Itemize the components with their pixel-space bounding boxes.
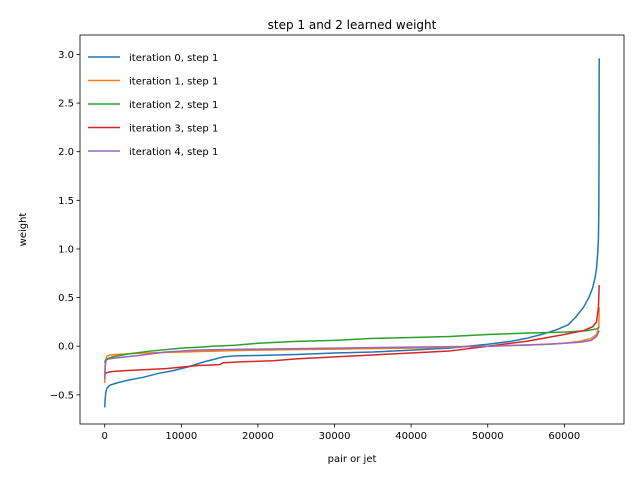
series-line-1	[103, 307, 600, 384]
chart-title: step 1 and 2 learned weight	[268, 18, 437, 32]
x-axis: 0 10000 20000 30000 40000 50000 60000	[102, 424, 580, 442]
x-tick-label: 0	[102, 431, 108, 442]
x-tick-label: 60000	[548, 431, 580, 442]
legend-label-2: iteration 2, step 1	[129, 100, 218, 111]
series-line-4	[103, 330, 600, 380]
y-tick-label: 2.5	[58, 99, 74, 110]
y-tick-label: 0.5	[58, 293, 74, 304]
plot-area	[103, 58, 600, 408]
x-tick-label: 20000	[242, 431, 274, 442]
x-tick-label: 30000	[319, 431, 351, 442]
legend: iteration 0, step 1 iteration 1, step 1 it…	[88, 53, 218, 158]
y-tick-label: 0.0	[58, 342, 74, 353]
legend-label-4: iteration 4, step 1	[129, 147, 218, 158]
y-tick-label: 3.0	[58, 50, 74, 61]
legend-label-1: iteration 1, step 1	[129, 77, 218, 88]
y-tick-label: 1.0	[58, 244, 74, 255]
x-axis-label: pair or jet	[328, 454, 377, 465]
series-line-2	[104, 326, 600, 363]
x-tick-label: 50000	[472, 431, 504, 442]
y-tick-label: 2.0	[58, 147, 74, 158]
plot-frame	[79, 34, 625, 425]
y-tick-label: −0.5	[50, 390, 74, 401]
y-axis-label: weight	[18, 213, 29, 247]
y-tick-label: 1.5	[58, 196, 74, 207]
legend-label-3: iteration 3, step 1	[129, 124, 218, 135]
x-tick-label: 10000	[165, 431, 197, 442]
x-tick-label: 40000	[395, 431, 427, 442]
series-line-0	[103, 58, 600, 408]
legend-label-0: iteration 0, step 1	[129, 53, 218, 64]
y-axis: −0.5 0.0 0.5 1.0 1.5 2.0 2.5 3.0	[50, 50, 80, 401]
series-line-3	[104, 284, 600, 376]
